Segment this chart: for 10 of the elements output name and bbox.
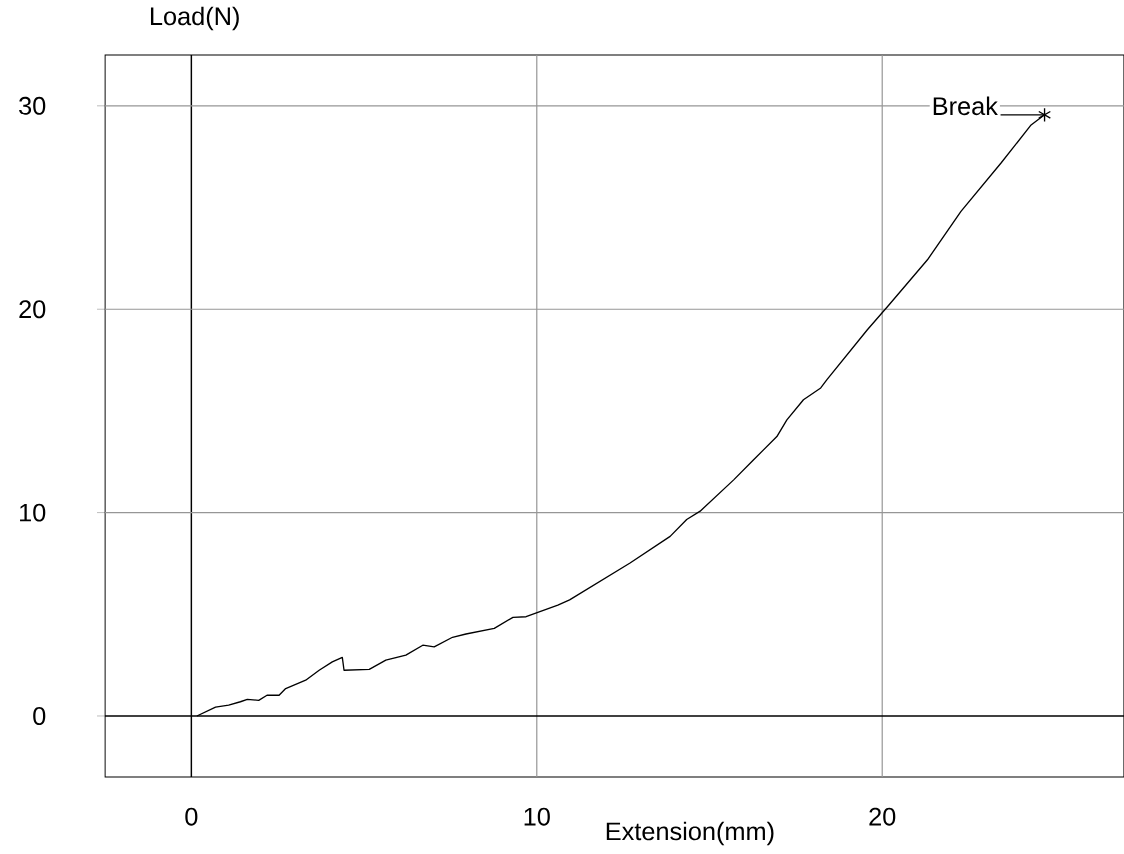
y-tick-label: 20 xyxy=(19,300,46,319)
annotation: Break xyxy=(933,96,998,116)
y-tick-label: 10 xyxy=(20,503,46,522)
y-axis-title: Load(N) xyxy=(150,6,239,31)
y-tick-label: 30 xyxy=(19,96,46,115)
x-tick-label: 0 xyxy=(185,807,198,826)
x-tick-label: 10 xyxy=(524,807,550,826)
x-axis-title: Extension(mm) xyxy=(606,821,774,846)
y-tick-label: 0 xyxy=(33,707,46,725)
x-tick-label: 20 xyxy=(869,807,896,826)
